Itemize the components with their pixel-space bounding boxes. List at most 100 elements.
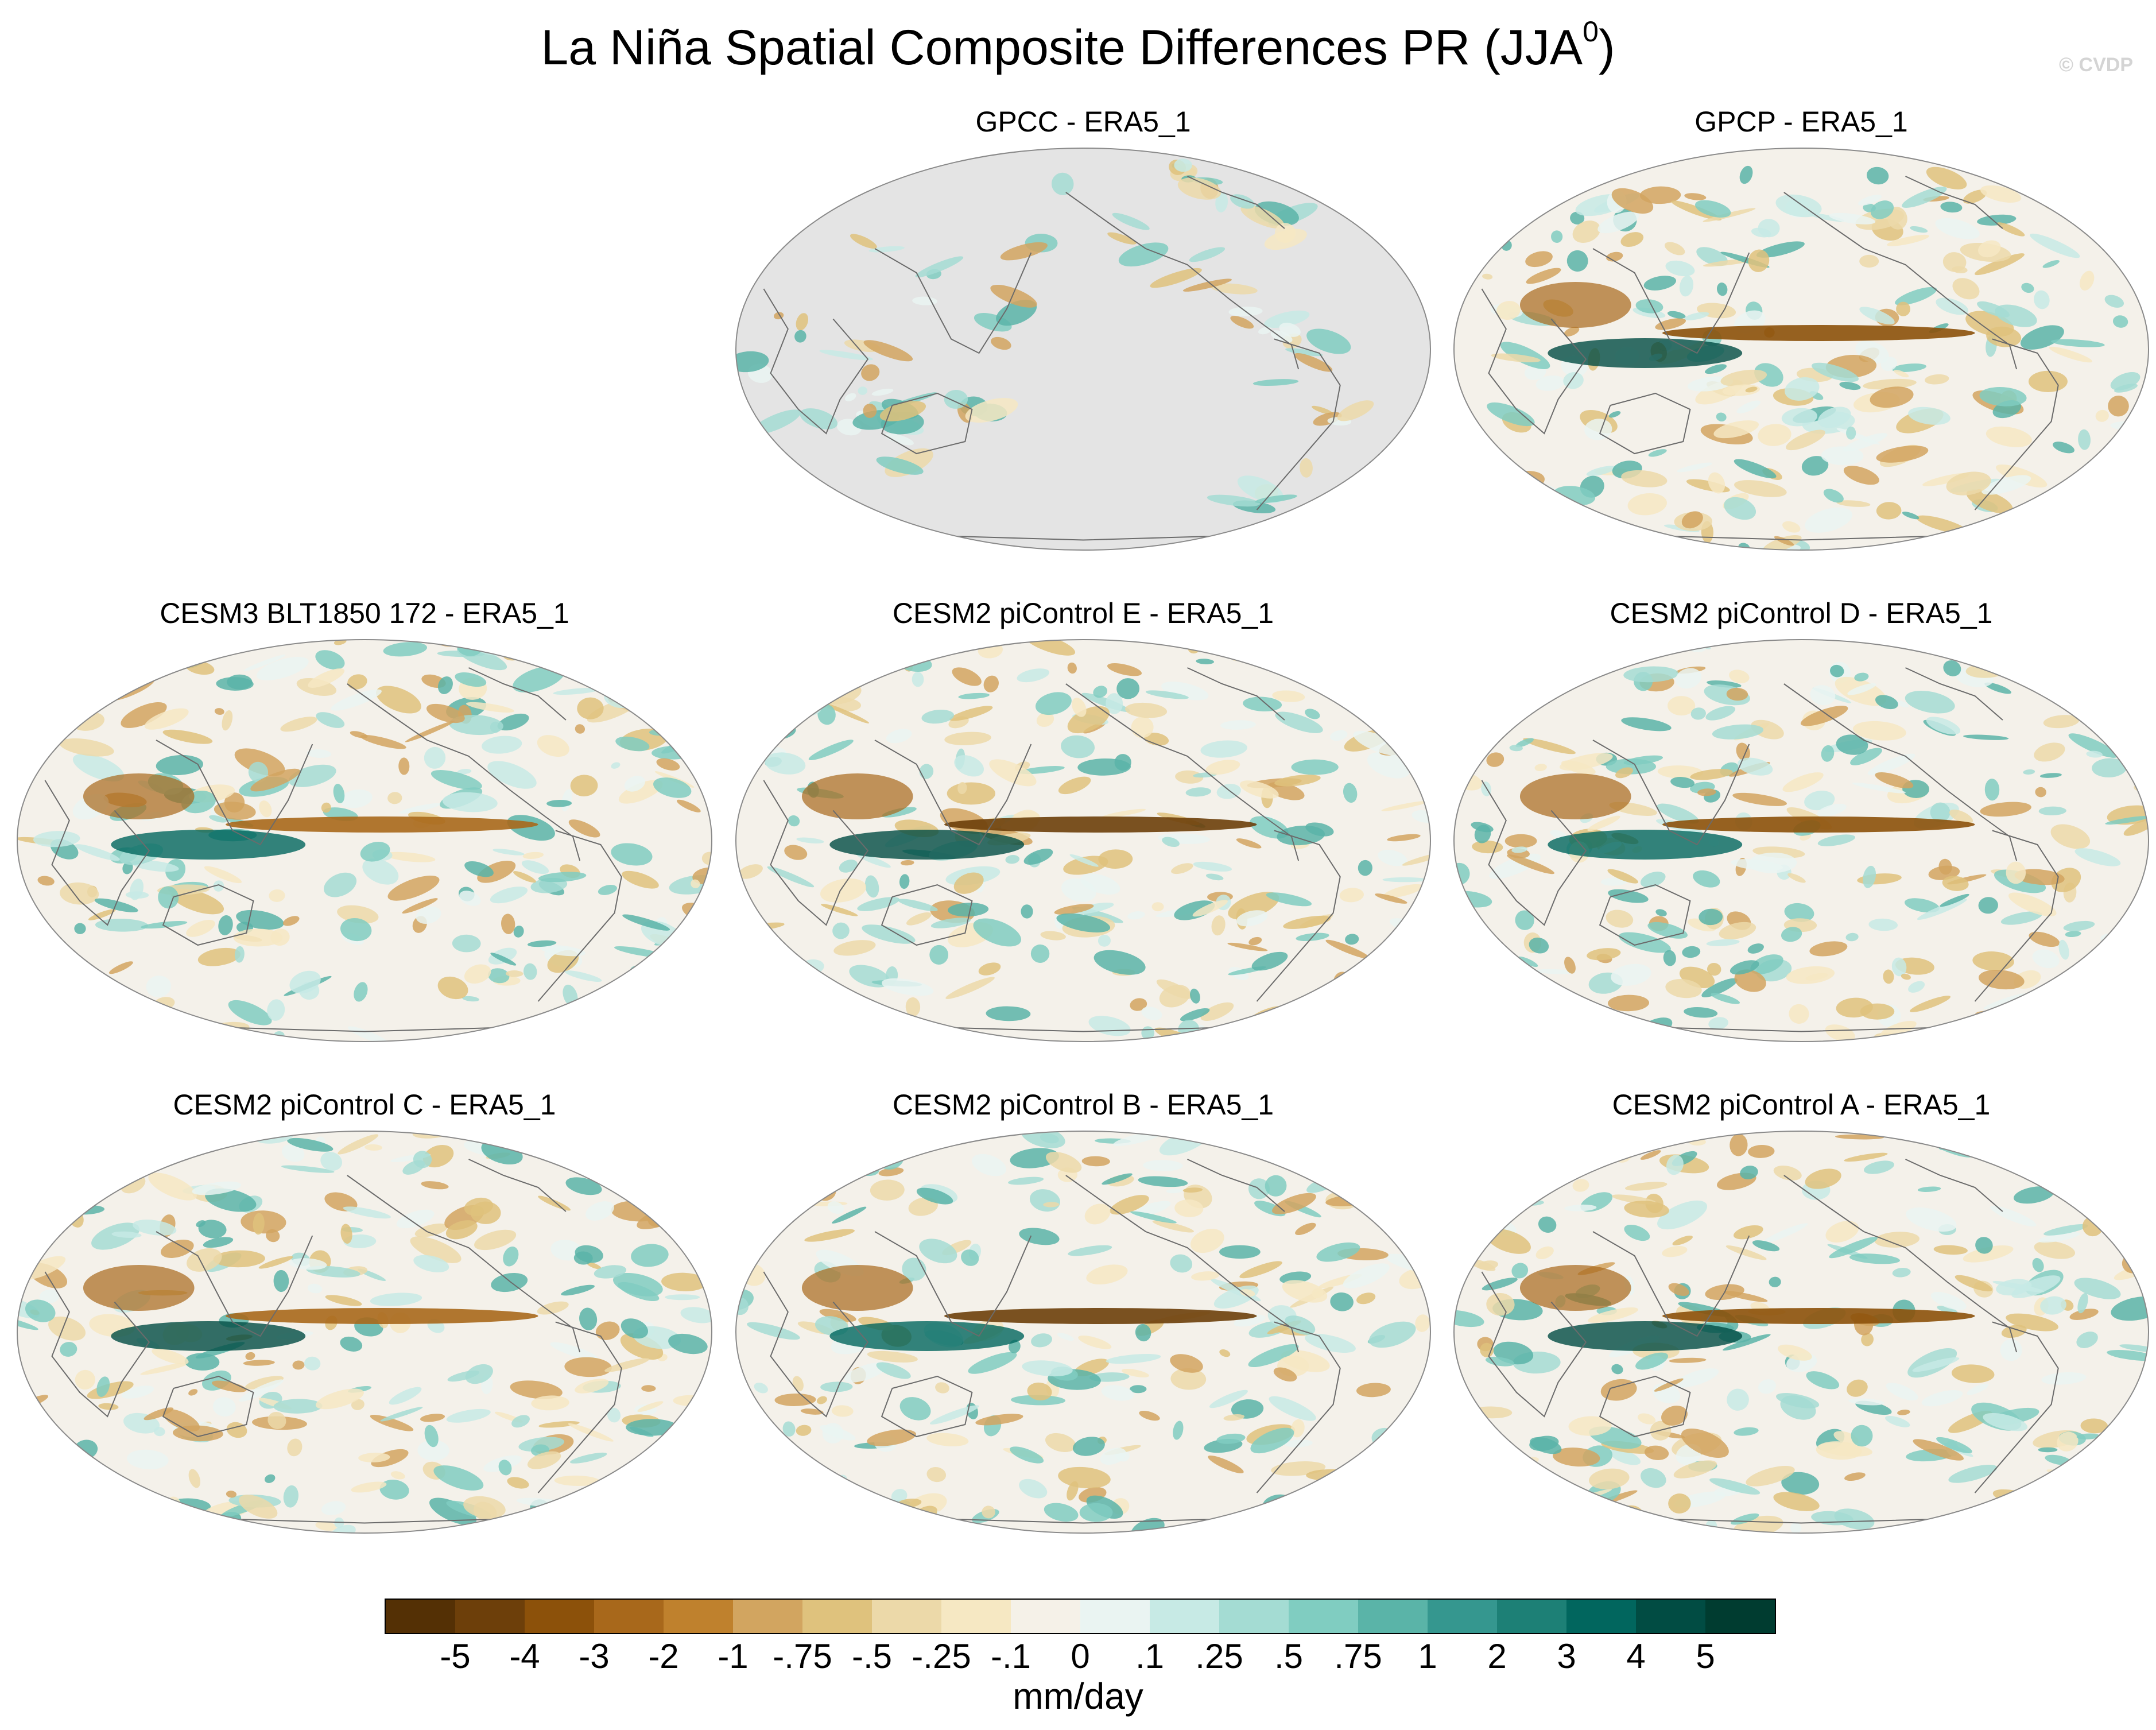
anomaly-patch: [1272, 1193, 1316, 1214]
anomaly-patch: [1930, 1292, 1967, 1310]
anomaly-patch: [141, 921, 188, 929]
anomaly-patch: [1223, 1414, 1245, 1421]
map-border: [1453, 1131, 2149, 1534]
anomaly-patch: [1713, 420, 1759, 439]
anomaly-patch: [2001, 1017, 2026, 1039]
anomaly-patch: [1036, 712, 1054, 727]
anomaly-patch: [691, 879, 700, 889]
colorbar-swatch: [733, 1600, 802, 1633]
anomaly-patch: [387, 876, 440, 901]
anomaly-patch: [1240, 780, 1279, 799]
anomaly-patch: [637, 1160, 664, 1178]
anomaly-patch: [1139, 1411, 1160, 1421]
anomaly-patch: [1515, 910, 1534, 930]
warm-pool-wet-band: [829, 830, 1025, 860]
anomaly-patch: [482, 736, 522, 754]
anomaly-patch: [2006, 861, 2026, 884]
anomaly-patch: [203, 1237, 234, 1248]
anomaly-patch: [827, 1146, 874, 1160]
anomaly-patch: [568, 645, 579, 660]
anomaly-patch: [1707, 962, 1721, 976]
colorbar-units: mm/day: [1013, 1675, 1143, 1717]
anomaly-patch: [1166, 1188, 1182, 1194]
anomaly-patch: [1544, 682, 1575, 689]
anomaly-patch: [844, 393, 856, 401]
anomaly-patch: [1367, 752, 1410, 779]
anomaly-patch: [1174, 900, 1215, 920]
anomaly-patch: [751, 1520, 770, 1530]
anomaly-patch: [1072, 1437, 1105, 1456]
anomaly-patch: [2102, 1436, 2138, 1445]
anomaly-patch: [1894, 370, 1909, 378]
anomaly-patch: [209, 815, 227, 823]
anomaly-patch: [1200, 740, 1247, 758]
anomaly-patch: [1454, 952, 1495, 977]
anomaly-patch: [1936, 297, 1969, 315]
anomaly-patch: [697, 1514, 712, 1525]
anomaly-patch: [537, 1301, 569, 1315]
anomaly-patch: [774, 1131, 823, 1151]
anomaly-patch: [1208, 1456, 1244, 1473]
anomaly-patch: [1352, 1004, 1374, 1015]
anomaly-patch: [1116, 678, 1140, 699]
anomaly-patch: [891, 1489, 908, 1504]
anomaly-patch: [1589, 1468, 1630, 1489]
anomaly-patch: [1190, 1229, 1224, 1253]
anomaly-patch: [2056, 200, 2093, 211]
anomaly-patch: [1479, 664, 1501, 680]
anomaly-patch: [1473, 1488, 1508, 1506]
anomaly-patch: [1454, 1310, 1484, 1328]
robinson-map: [735, 1131, 1431, 1534]
anomaly-patch: [1482, 1459, 1531, 1481]
anomaly-patch: [1045, 1433, 1076, 1453]
anomaly-patch: [833, 940, 876, 956]
anomaly-patch: [174, 1520, 188, 1526]
anomaly-patch: [1454, 1236, 1475, 1253]
colorbar-swatch: [1011, 1600, 1080, 1633]
anomaly-patch: [288, 764, 336, 787]
anomaly-patch: [399, 803, 441, 814]
anomaly-patch: [144, 708, 189, 730]
panel-title: CESM2 piControl D - ERA5_1: [1610, 597, 1993, 629]
anomaly-patch: [338, 1134, 379, 1155]
anomaly-patch: [1723, 1334, 1771, 1351]
anomaly-patch: [1719, 922, 1756, 940]
colorbar-swatch: [1705, 1600, 1775, 1633]
coastline: [881, 392, 973, 455]
anomaly-patch: [1515, 738, 1534, 748]
colorbar-tick-label: 3: [1557, 1637, 1576, 1675]
anomaly-patch: [953, 872, 984, 894]
anomaly-patch: [1624, 1182, 1668, 1191]
anomaly-patch: [1902, 512, 1920, 520]
anomaly-patch: [2074, 1183, 2117, 1203]
anomaly-patch: [379, 1480, 409, 1500]
anomaly-patch: [944, 732, 991, 745]
anomaly-patch: [224, 792, 245, 813]
anomaly-patch: [1098, 934, 1111, 947]
anomaly-patch: [127, 1449, 169, 1469]
anomaly-patch: [1875, 695, 1898, 710]
coastline: [874, 248, 1032, 354]
anomaly-patch: [771, 1171, 788, 1182]
anomaly-patch: [1980, 802, 2031, 817]
anomaly-patch: [1620, 232, 1644, 247]
anomaly-patch: [749, 1481, 766, 1487]
anomaly-patch: [1008, 1176, 1044, 1185]
anomaly-patch: [1480, 523, 1505, 532]
anomaly-patch: [188, 1469, 200, 1488]
anomaly-patch: [41, 967, 84, 985]
anomaly-patch: [972, 1154, 1006, 1176]
anomaly-patch: [1101, 808, 1146, 818]
anomaly-patch: [629, 673, 649, 682]
anomaly-patch: [2085, 1491, 2118, 1512]
anomaly-patch: [2043, 715, 2080, 729]
anomaly-patch: [1285, 348, 1323, 357]
anomaly-patch: [1255, 494, 1297, 504]
anomaly-patch: [1247, 1131, 1273, 1152]
anomaly-patch: [1487, 402, 1535, 427]
anomaly-patch: [1219, 1349, 1231, 1357]
anomaly-patch: [1380, 1525, 1421, 1531]
anomaly-patch: [1681, 511, 1703, 529]
anomaly-patch: [1260, 1145, 1305, 1155]
anomaly-patch: [864, 875, 879, 898]
